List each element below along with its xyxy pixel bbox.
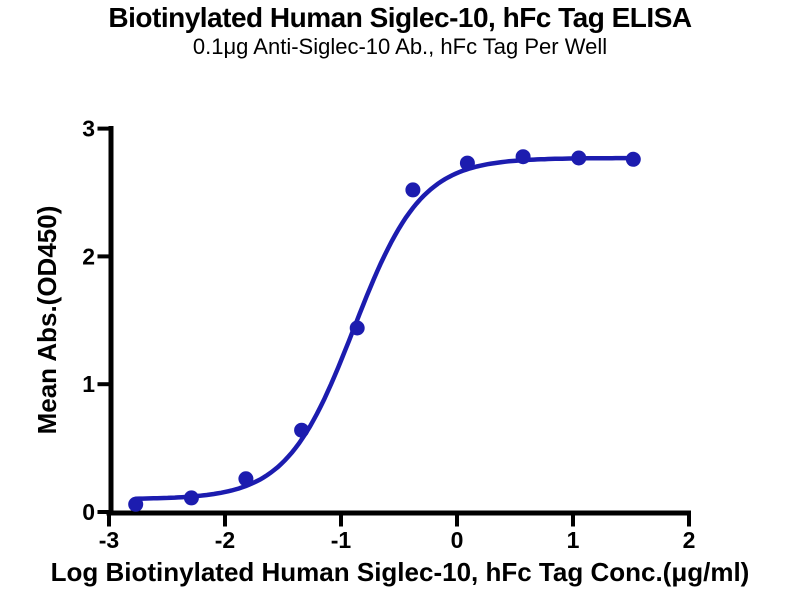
y-tick-label: 2: [82, 243, 95, 269]
y-tick-label: 1: [82, 371, 95, 397]
data-point: [571, 150, 587, 166]
data-point: [238, 471, 254, 487]
data-point: [459, 155, 475, 171]
chart-title: Biotinylated Human Siglec-10, hFc Tag EL…: [108, 2, 692, 33]
data-point: [349, 320, 365, 336]
x-tick-label: 1: [567, 527, 580, 553]
data-point: [183, 490, 199, 506]
data-point: [625, 151, 641, 167]
x-tick-label: 0: [451, 527, 464, 553]
data-point: [515, 149, 531, 165]
x-tick-label: -1: [331, 527, 352, 553]
data-point: [128, 496, 144, 512]
y-tick-label: 3: [82, 116, 95, 142]
data-point: [294, 422, 310, 438]
x-tick-label: -3: [99, 527, 119, 553]
x-tick-label: -2: [215, 527, 235, 553]
chart-subtitle: 0.1μg Anti-Siglec-10 Ab., hFc Tag Per We…: [192, 34, 608, 59]
x-axis-label: Log Biotinylated Human Siglec-10, hFc Ta…: [50, 557, 750, 587]
y-tick-label: 0: [82, 499, 95, 525]
data-point: [405, 182, 421, 198]
fit-curve: [133, 155, 636, 501]
x-tick-label: 2: [683, 527, 696, 553]
